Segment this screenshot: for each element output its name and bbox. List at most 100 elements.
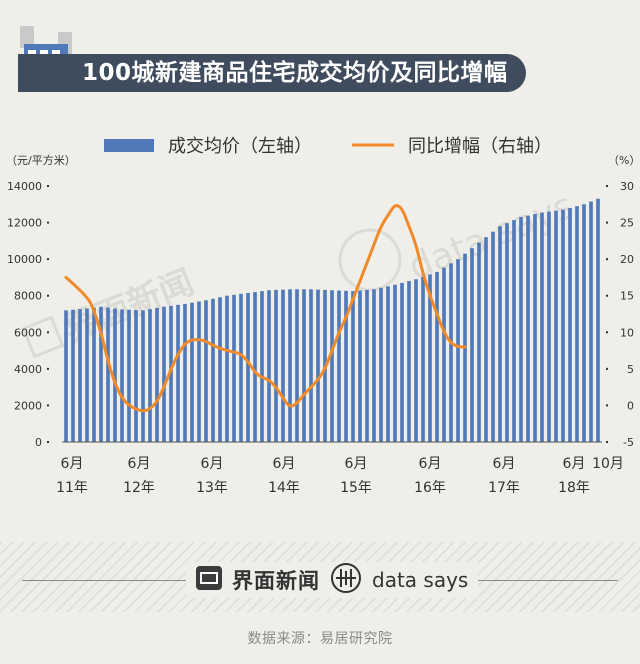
price-bar xyxy=(568,207,572,442)
right-tick-label: 15 xyxy=(620,290,634,303)
legend-price-label: 成交均价（左轴） xyxy=(168,136,312,157)
right-tick-mark xyxy=(606,441,608,443)
price-bar xyxy=(302,289,306,442)
x-month-label: 6月 xyxy=(273,456,296,472)
price-bar xyxy=(253,292,257,442)
price-bar xyxy=(561,209,565,442)
right-tick-label: 10 xyxy=(620,326,634,339)
price-bar xyxy=(295,289,299,442)
left-tick-label: 12000 xyxy=(7,217,42,230)
right-tick-label: 20 xyxy=(620,253,634,266)
left-tick-mark xyxy=(47,294,49,297)
x-year-label: 15年 xyxy=(340,480,372,496)
price-bar xyxy=(365,289,369,442)
price-bar xyxy=(281,289,285,442)
price-bar xyxy=(113,308,117,442)
legend-yoy-label: 同比增幅（右轴） xyxy=(408,136,552,157)
price-bar xyxy=(442,267,446,442)
x-month-label: 6月 xyxy=(563,456,586,472)
left-tick-label: 4000 xyxy=(14,363,42,376)
x-year-label: 14年 xyxy=(268,480,300,496)
x-month-label: 6月 xyxy=(61,456,84,472)
x-year-label: 18年 xyxy=(558,480,590,496)
right-tick-mark xyxy=(606,258,608,261)
price-bar xyxy=(190,302,194,442)
price-bar xyxy=(484,237,488,442)
price-bar xyxy=(435,271,439,442)
price-bar xyxy=(225,295,229,442)
price-bar xyxy=(218,297,222,442)
left-tick-mark xyxy=(47,221,49,224)
datasays-logo-icon xyxy=(330,562,362,598)
jiemian-logo-icon xyxy=(196,566,222,594)
x-month-label: 6月 xyxy=(419,456,442,472)
left-tick-label: 10000 xyxy=(7,253,42,266)
right-tick-label: 0 xyxy=(627,399,634,412)
x-year-label: 16年 xyxy=(414,480,446,496)
left-axis: 0 2000 4000 6000 8000 10000 12000 14000 xyxy=(7,180,49,449)
watermark-datasays: data says xyxy=(403,185,579,288)
price-bars xyxy=(64,198,600,442)
right-axis-unit: （%） xyxy=(608,154,640,167)
price-bar xyxy=(197,301,201,442)
left-tick-mark xyxy=(47,441,49,443)
price-bar xyxy=(407,281,411,442)
left-tick-mark xyxy=(47,404,49,407)
price-bar xyxy=(582,204,586,442)
price-bar xyxy=(260,291,264,442)
price-bar xyxy=(141,310,145,442)
price-bar xyxy=(505,223,509,442)
right-tick-mark xyxy=(606,404,608,407)
right-tick-mark xyxy=(606,221,608,224)
x-month-label: 6月 xyxy=(493,456,516,472)
left-tick-label: 6000 xyxy=(14,326,42,339)
right-tick-label: -5 xyxy=(623,436,634,449)
price-bar xyxy=(393,284,397,442)
legend: 成交均价（左轴） 同比增幅（右轴） xyxy=(104,136,552,157)
price-bar xyxy=(344,290,348,442)
price-bar xyxy=(470,248,474,442)
price-bar xyxy=(78,309,82,442)
price-bar xyxy=(288,289,292,442)
price-bar xyxy=(176,304,180,442)
price-bar xyxy=(169,305,173,442)
price-bar xyxy=(309,289,313,442)
price-bar xyxy=(64,310,68,442)
price-bar xyxy=(491,231,495,442)
left-tick-mark xyxy=(47,185,49,187)
price-bar xyxy=(519,217,523,442)
price-bar xyxy=(449,263,453,442)
right-tick-mark xyxy=(606,185,608,187)
left-tick-label: 0 xyxy=(35,436,42,449)
left-tick-mark xyxy=(47,258,49,261)
legend-bar-swatch xyxy=(104,139,154,152)
right-tick-mark xyxy=(606,331,608,334)
price-bar xyxy=(274,289,278,442)
price-bar xyxy=(575,206,579,442)
price-bar xyxy=(85,308,89,442)
price-bar xyxy=(106,307,110,442)
price-bar xyxy=(414,279,418,442)
chart-title: 100城新建商品住宅成交均价及同比增幅 xyxy=(82,60,508,86)
x-year-label: 12年 xyxy=(123,480,155,496)
price-bar xyxy=(120,309,124,442)
x-month-label: 10月 xyxy=(592,456,624,472)
price-bar xyxy=(148,309,152,442)
price-bar xyxy=(316,289,320,442)
price-bar xyxy=(239,293,243,442)
left-tick-label: 14000 xyxy=(7,180,42,193)
x-year-label: 17年 xyxy=(488,480,520,496)
price-bar xyxy=(428,274,432,442)
price-bar xyxy=(99,306,103,442)
right-tick-label: 5 xyxy=(627,363,634,376)
price-bar xyxy=(232,294,236,442)
title-bar xyxy=(18,54,526,92)
price-bar xyxy=(456,259,460,442)
x-month-label: 6月 xyxy=(201,456,224,472)
price-bar xyxy=(204,300,208,442)
price-bar xyxy=(127,309,131,442)
price-bar xyxy=(596,198,600,442)
price-bar xyxy=(512,220,516,442)
price-bar xyxy=(372,289,376,442)
right-tick-label: 30 xyxy=(620,180,634,193)
